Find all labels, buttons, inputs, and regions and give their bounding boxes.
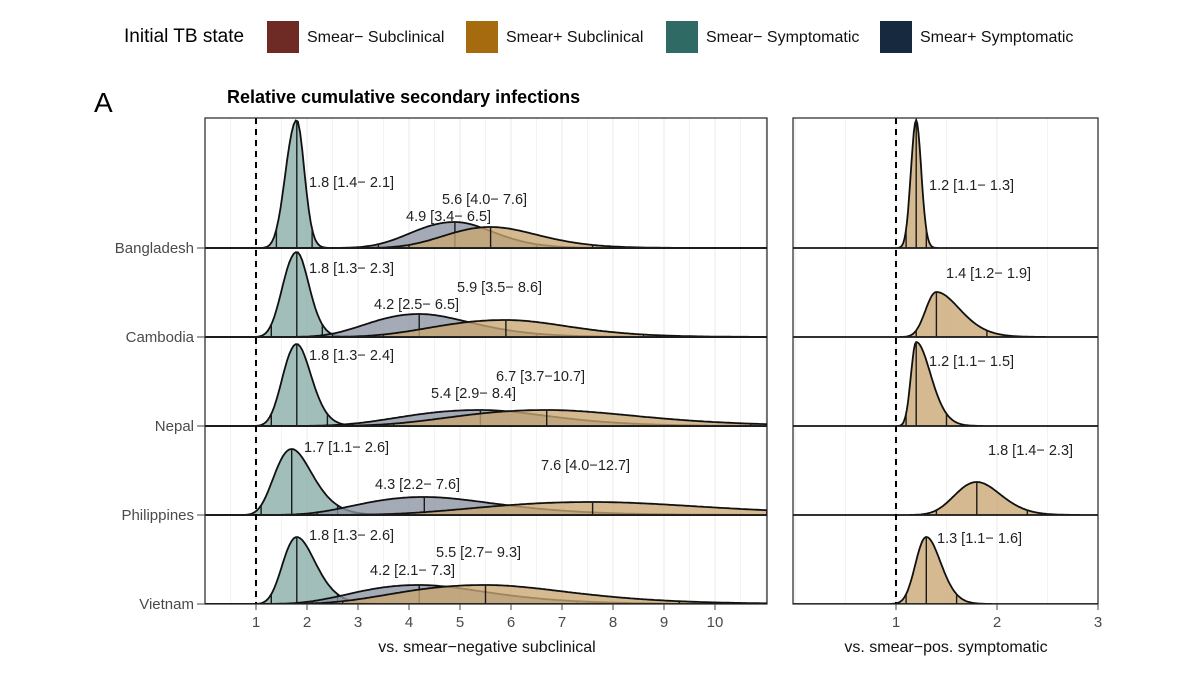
interval-label: 5.6 [4.0− 7.6] [442, 192, 527, 208]
legend-swatch [880, 21, 912, 53]
x-tick-label: 8 [609, 614, 617, 631]
interval-label: 5.4 [2.9− 8.4] [431, 386, 516, 402]
x-tick-label: 3 [1094, 614, 1102, 631]
density-smear-symptomatic-vietnam [205, 536, 767, 604]
legend-swatch [267, 21, 299, 53]
interval-label: 6.7 [3.7−10.7] [496, 369, 585, 385]
legend-label: Smear+ Subclinical [506, 29, 643, 46]
panel-border [792, 117, 1099, 605]
x-axis-title-right: vs. smear−pos. symptomatic [844, 639, 1047, 656]
interval-label: 5.9 [3.5− 8.6] [457, 280, 542, 296]
interval-label: 4.2 [2.5− 6.5] [374, 297, 459, 313]
ridge-philippines [793, 481, 1098, 516]
country-label-nepal: Nepal [155, 418, 194, 435]
density-smear-subclinical-philippines [793, 481, 1098, 516]
interval-label: 4.3 [2.2− 7.6] [375, 477, 460, 493]
country-label-philippines: Philippines [121, 507, 194, 524]
interval-label: 1.8 [1.3− 2.6] [309, 528, 394, 544]
panel-border [204, 117, 768, 605]
interval-label: 1.3 [1.1− 1.6] [937, 531, 1022, 547]
legend-swatch [666, 21, 698, 53]
interval-label: 1.7 [1.1− 2.6] [304, 440, 389, 456]
panel-letter: A [94, 87, 113, 118]
left-panel: 1.8 [1.4− 2.1] 1.8 [1.3− 2.3] 1.8 [1.3− 2.… [115, 117, 768, 631]
legend-title: Initial TB state [124, 26, 244, 47]
x-tick-label: 1 [252, 614, 260, 631]
interval-label: 1.8 [1.4− 2.1] [309, 175, 394, 191]
right-panel: 1.2 [1.1− 1.3] 1.4 [1.2− 1.9] 1.2 [1.1− 1.… [792, 117, 1102, 631]
interval-label: 1.8 [1.4− 2.3] [988, 443, 1073, 459]
ridge-vietnam [793, 536, 1098, 604]
country-label-cambodia: Cambodia [126, 329, 195, 346]
x-tick-label: 3 [354, 614, 362, 631]
x-tick-label: 4 [405, 614, 413, 631]
legend-label: Smear− Symptomatic [706, 29, 859, 46]
plot-title: Relative cumulative secondary infections [227, 87, 580, 107]
x-tick-label: 6 [507, 614, 515, 631]
legend-label: Smear+ Symptomatic [920, 29, 1073, 46]
x-tick-label: 7 [558, 614, 566, 631]
legend-item-smear-symptomatic: Smear− Symptomatic [666, 21, 859, 53]
interval-label: 1.8 [1.3− 2.3] [309, 261, 394, 277]
x-axis-title-left: vs. smear−negative subclinical [378, 639, 595, 656]
legend-swatch [466, 21, 498, 53]
country-label-bangladesh: Bangladesh [115, 240, 194, 257]
legend-item-smear-subclinical: Smear− Subclinical [267, 21, 444, 53]
legend-label: Smear− Subclinical [307, 29, 444, 46]
x-tick-label: 2 [993, 614, 1001, 631]
interval-label: 1.8 [1.3− 2.4] [309, 348, 394, 364]
interval-label: 1.2 [1.1− 1.3] [929, 178, 1014, 194]
interval-label: 1.4 [1.2− 1.9] [946, 266, 1031, 282]
interval-label: 7.6 [4.0−12.7] [541, 458, 630, 474]
ridge-cambodia [793, 291, 1098, 338]
x-tick-label: 1 [892, 614, 900, 631]
legend-item-smear-subclinical: Smear+ Subclinical [466, 21, 643, 53]
gridlines [204, 118, 767, 604]
country-label-vietnam: Vietnam [139, 596, 194, 613]
legend-item-smear-symptomatic: Smear+ Symptomatic [880, 21, 1073, 53]
x-tick-label: 10 [707, 614, 724, 631]
density-smear-subclinical-vietnam [793, 536, 1098, 604]
interval-label: 1.2 [1.1− 1.5] [929, 354, 1014, 370]
interval-label: 5.5 [2.7− 9.3] [436, 545, 521, 561]
x-tick-label: 5 [456, 614, 464, 631]
interval-label: 4.2 [2.1− 7.3] [370, 563, 455, 579]
x-tick-label: 9 [660, 614, 668, 631]
interval-label: 4.9 [3.4− 6.5] [406, 209, 491, 225]
x-tick-label: 2 [303, 614, 311, 631]
density-smear-subclinical-cambodia [793, 291, 1098, 338]
legend: Initial TB state Smear− Subclinical Smear… [124, 21, 1073, 53]
